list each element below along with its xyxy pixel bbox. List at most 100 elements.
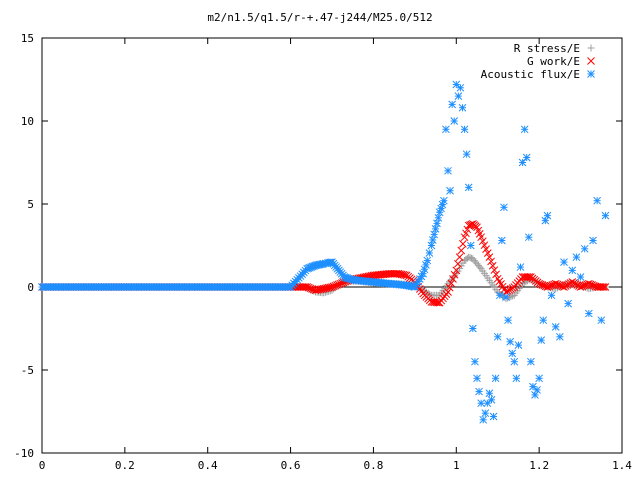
data-point (527, 357, 535, 366)
data-point (502, 293, 510, 301)
y-tick-label: 10 (21, 115, 34, 128)
data-point (487, 257, 495, 266)
x-tick-label: 0.6 (281, 459, 301, 472)
data-point (543, 211, 552, 220)
data-point (488, 261, 497, 270)
data-point (477, 399, 485, 408)
data-point (487, 396, 496, 404)
data-point (466, 241, 475, 250)
data-point (467, 220, 476, 229)
data-point (576, 273, 585, 281)
data-point (524, 233, 533, 242)
data-point (489, 412, 498, 421)
data-point (585, 309, 593, 318)
data-point (564, 299, 572, 308)
data-point (558, 282, 567, 291)
data-point (478, 237, 487, 246)
data-point (598, 283, 606, 291)
data-point (444, 166, 452, 175)
data-point (522, 153, 531, 162)
data-point (455, 253, 464, 261)
data-point (551, 322, 560, 331)
data-point (450, 270, 459, 279)
data-point (440, 196, 448, 205)
data-point (483, 399, 492, 408)
y-tick-label: 5 (27, 198, 34, 211)
data-point (492, 270, 500, 279)
data-point (446, 186, 454, 195)
chart-title: m2/n1.5/q1.5/r-+.47-j244/M25.0/512 (207, 11, 432, 24)
data-point (422, 261, 430, 269)
data-point (459, 239, 467, 248)
data-point (420, 265, 429, 274)
data-point (601, 211, 610, 220)
data-point (485, 253, 494, 261)
data-point (423, 256, 432, 265)
data-point (506, 337, 514, 346)
data-point (479, 415, 488, 424)
data-point (442, 125, 450, 134)
data-point (482, 245, 490, 254)
x-tick-label: 0.4 (198, 459, 218, 472)
data-point (568, 266, 577, 275)
data-point (533, 386, 541, 394)
data-point (427, 241, 436, 250)
data-point (419, 269, 427, 278)
data-point (498, 236, 506, 245)
legend-marker (587, 44, 595, 52)
data-point (520, 125, 529, 134)
data-point (495, 291, 504, 300)
data-point (430, 230, 439, 239)
data-point (523, 273, 532, 281)
data-point (469, 324, 477, 333)
y-tick-label: 0 (27, 281, 34, 294)
data-point (510, 357, 519, 366)
data-point (597, 316, 606, 325)
data-point (425, 249, 434, 257)
y-tick-label: -5 (21, 364, 34, 377)
data-point (516, 263, 525, 271)
data-point (560, 258, 568, 266)
data-point (460, 125, 469, 134)
data-point (433, 219, 441, 228)
x-tick-label: 1.4 (612, 459, 632, 472)
axis-ticks: 0 0.2 0.4 0.6 0.8 1 1.2 1.4 -10 -5 0 5 10 15 (14, 32, 632, 472)
data-point (601, 283, 610, 291)
data-point (481, 409, 490, 418)
series-layer (38, 80, 610, 424)
data-point (480, 241, 489, 250)
data-point (490, 266, 499, 274)
data-point (537, 336, 546, 344)
data-point (483, 249, 492, 257)
data-point (477, 233, 485, 242)
x-tick-label: 1.2 (529, 459, 549, 472)
legend-label: Acoustic flux/E (481, 68, 580, 81)
legend-label: R stress/E (514, 42, 580, 55)
data-point (458, 103, 467, 112)
data-point (428, 236, 437, 244)
data-point (518, 158, 527, 167)
data-point (535, 374, 543, 383)
data-point (432, 298, 441, 307)
data-point (547, 291, 556, 300)
data-point (572, 253, 581, 261)
data-point (464, 183, 473, 192)
data-point (452, 80, 461, 89)
data-point (593, 196, 601, 205)
data-point (485, 389, 494, 398)
plot-border (41, 37, 623, 454)
data-point (539, 316, 548, 325)
x-tick-label: 0.2 (115, 459, 135, 472)
data-point (475, 387, 483, 396)
data-point (431, 225, 440, 233)
data-point (476, 263, 484, 271)
data-point (493, 332, 502, 341)
data-point (445, 283, 454, 292)
legend-marker (587, 57, 595, 65)
data-point (456, 83, 465, 92)
data-point (454, 259, 462, 268)
data-point (449, 275, 457, 283)
data-point (462, 150, 471, 159)
